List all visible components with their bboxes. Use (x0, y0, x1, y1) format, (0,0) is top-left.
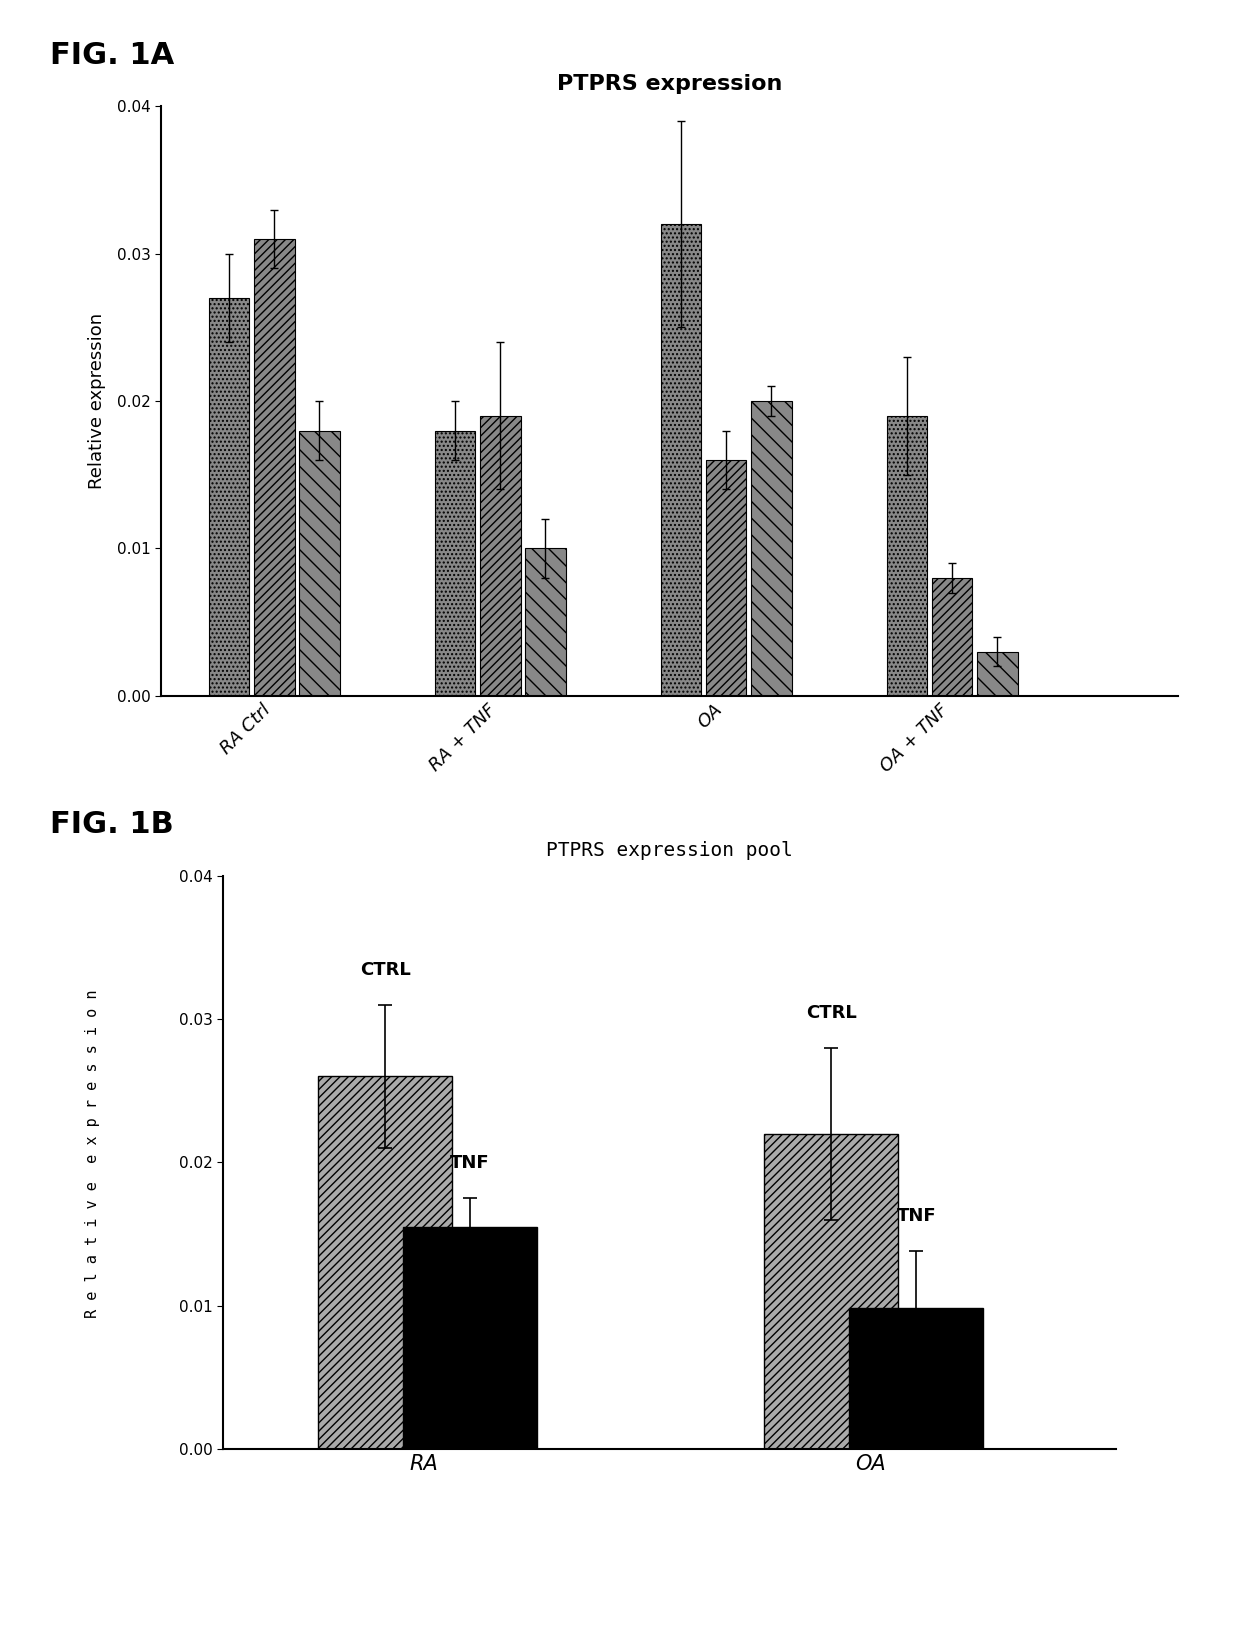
Text: R e l a t i v e  e x p r e s s i o n: R e l a t i v e e x p r e s s i o n (86, 990, 100, 1318)
Y-axis label: Relative expression: Relative expression (88, 313, 105, 489)
Bar (765, 1133, 899, 1449)
Bar (525, 548, 565, 696)
Bar (661, 224, 702, 696)
Bar (849, 1308, 983, 1449)
Bar (435, 431, 475, 696)
Bar (208, 298, 249, 696)
Text: FIG. 1B: FIG. 1B (50, 810, 174, 840)
Text: CTRL: CTRL (360, 961, 410, 979)
Bar (299, 431, 340, 696)
Text: TNF: TNF (897, 1208, 936, 1224)
Text: CTRL: CTRL (806, 1003, 857, 1021)
Bar (480, 416, 521, 696)
Bar (977, 652, 1018, 696)
Title: PTPRS expression pool: PTPRS expression pool (547, 841, 792, 861)
Bar (931, 578, 972, 696)
Text: FIG. 1A: FIG. 1A (50, 41, 174, 70)
Bar (254, 239, 295, 696)
Bar (706, 460, 746, 696)
Bar (887, 416, 928, 696)
Bar (750, 401, 791, 696)
Text: TNF: TNF (450, 1154, 490, 1172)
Bar (403, 1226, 537, 1449)
Title: PTPRS expression: PTPRS expression (557, 74, 782, 93)
Bar (319, 1077, 453, 1449)
